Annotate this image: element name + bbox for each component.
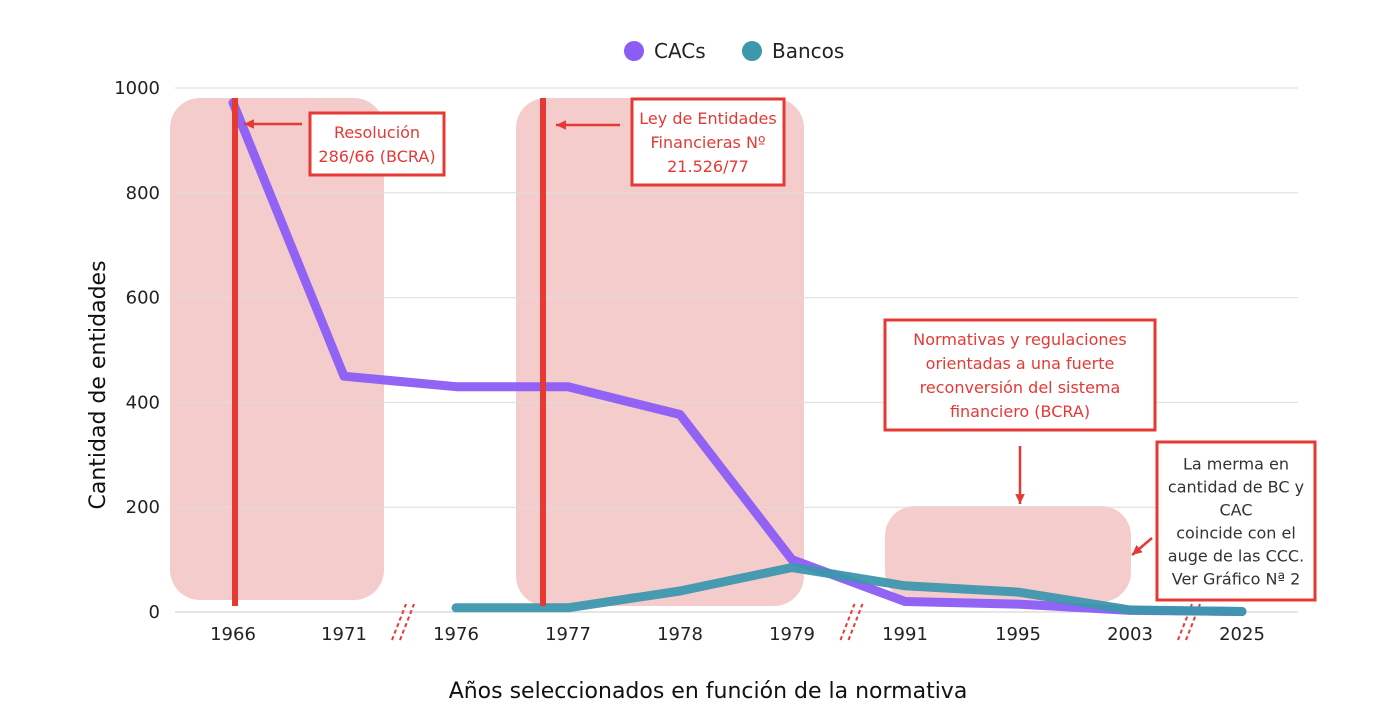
axis-break-mark bbox=[391, 603, 415, 641]
annotation-text-line: coincide con el bbox=[1176, 524, 1296, 543]
legend-label-bancos: Bancos bbox=[772, 39, 844, 63]
y-tick-label: 600 bbox=[126, 288, 160, 309]
y-tick-label: 0 bbox=[149, 602, 160, 623]
y-tick-label: 800 bbox=[126, 183, 160, 204]
x-tick-label: 1991 bbox=[882, 624, 928, 645]
axis-break-mark bbox=[839, 603, 864, 641]
annotation-text-line: reconversión del sistema bbox=[920, 378, 1121, 397]
series-line-bancos bbox=[451, 563, 1247, 616]
annotation-box bbox=[308, 111, 446, 177]
annotation-resolucion: Resolución 286/66 (BCRA) bbox=[308, 111, 446, 177]
highlight-band-1991-2003 bbox=[885, 506, 1131, 602]
gridlines bbox=[175, 87, 1298, 613]
arrow-head bbox=[556, 120, 566, 130]
x-tick-label: 1977 bbox=[545, 624, 591, 645]
annotation-text-line: La merma en bbox=[1183, 455, 1289, 474]
y-tick-label: 1000 bbox=[114, 78, 160, 99]
annotation-text-line: Ley de Entidades bbox=[639, 109, 776, 128]
annotation-box bbox=[630, 97, 786, 187]
annotation-text-line: orientadas a una fuerte bbox=[926, 354, 1115, 373]
x-axis-ticks: 1966 1971 1976 1977 1978 1979 1991 1995 2003 2025 bbox=[210, 624, 1265, 645]
annotation-text-line: cantidad de BC y bbox=[1168, 478, 1304, 497]
annotation-text-line: CAC bbox=[1219, 501, 1252, 520]
annotation-text-line: financiero (BCRA) bbox=[950, 402, 1090, 421]
arrow-head bbox=[244, 119, 254, 129]
annotation-text-line: Financieras Nº bbox=[651, 133, 766, 152]
annotations: Resolución 286/66 (BCRA) Ley de Entidades F… bbox=[244, 97, 1317, 602]
y-tick-label: 400 bbox=[126, 392, 160, 413]
annotation-text-line: Ver Gráfico Nª 2 bbox=[1172, 570, 1301, 589]
axis-break-stroke bbox=[391, 603, 407, 641]
legend-label-cacs: CACs bbox=[654, 39, 706, 63]
series-lines bbox=[228, 98, 1247, 616]
annotation-text-line: 286/66 (BCRA) bbox=[318, 147, 435, 166]
y-axis-title: Cantidad de entidades bbox=[86, 260, 111, 509]
arrow-head bbox=[1015, 494, 1025, 504]
annotation-text-line: auge de las CCC. bbox=[1168, 547, 1304, 566]
axis-break-stroke bbox=[399, 603, 415, 641]
series-line-cacs bbox=[228, 98, 1247, 616]
event-markers bbox=[232, 98, 546, 606]
arrow-head bbox=[1132, 544, 1143, 555]
axis-break-stroke bbox=[839, 603, 856, 641]
arrow-normativas bbox=[1015, 446, 1025, 504]
y-tick-label: 200 bbox=[126, 497, 160, 518]
annotation-ley: Ley de Entidades Financieras Nº 21.526/77 bbox=[630, 97, 786, 187]
x-tick-label: 1971 bbox=[321, 624, 367, 645]
arrow-resolucion bbox=[244, 119, 302, 129]
arrow-ley bbox=[556, 120, 620, 130]
annotation-normativas: Normativas y regulaciones orientadas a un… bbox=[883, 318, 1157, 432]
x-tick-label: 2003 bbox=[1107, 624, 1153, 645]
legend-swatch-bancos bbox=[742, 41, 762, 61]
arrow-merma bbox=[1131, 537, 1153, 556]
x-tick-label: 2025 bbox=[1219, 624, 1265, 645]
x-axis-title: Años seleccionados en función de la norm… bbox=[449, 679, 968, 704]
y-axis-ticks: 0 200 400 600 800 1000 bbox=[114, 78, 160, 623]
highlight-band-1966 bbox=[170, 98, 384, 600]
annotation-text-line: 21.526/77 bbox=[667, 157, 749, 176]
annotation-box bbox=[883, 318, 1157, 432]
axis-break-stroke bbox=[847, 603, 864, 641]
annotation-text-line: Normativas y regulaciones bbox=[913, 330, 1126, 349]
annotation-merma: La merma en cantidad de BC y CAC coincide c… bbox=[1155, 440, 1317, 602]
x-tick-label: 1978 bbox=[657, 624, 703, 645]
x-tick-label: 1979 bbox=[769, 624, 815, 645]
annotation-text-line: Resolución bbox=[334, 123, 420, 142]
legend: CACs Bancos bbox=[624, 39, 844, 63]
x-tick-label: 1995 bbox=[995, 624, 1041, 645]
x-tick-label: 1966 bbox=[210, 624, 256, 645]
x-tick-label: 1976 bbox=[433, 624, 479, 645]
legend-swatch-cacs bbox=[624, 41, 644, 61]
annotation-box bbox=[1155, 440, 1317, 602]
